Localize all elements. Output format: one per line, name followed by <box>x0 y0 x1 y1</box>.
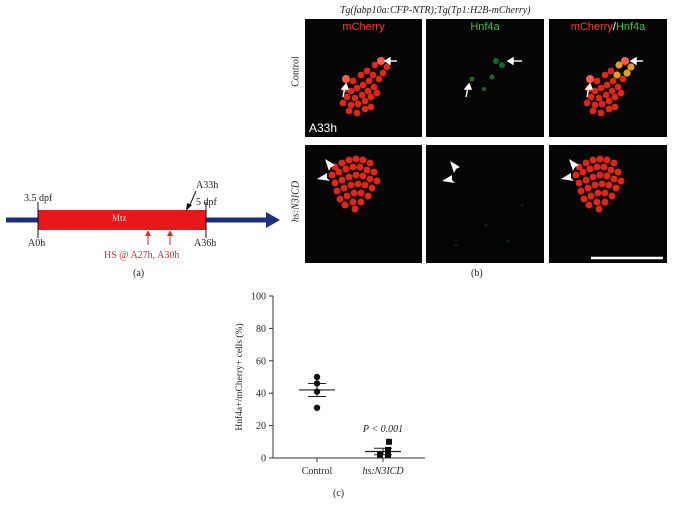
scatter-chart: 0 20 40 60 80 100 Control hs:N3ICD Hnf4a+/mCherr… <box>234 292 425 477</box>
cells-n3icd-merge <box>561 155 663 260</box>
data-point <box>385 446 391 453</box>
image-control-merge: mCherry/Hnf4a <box>549 19 667 137</box>
hs-label: HS @ A27h, A30h <box>104 250 180 261</box>
a33h-arrowhead <box>186 203 192 211</box>
y-tick-label: 0 <box>261 454 266 465</box>
hs-arrowhead-2 <box>167 230 173 236</box>
x-tick-label: hs:N3ICD <box>362 466 404 477</box>
image-n3icd-hnf4a <box>426 145 544 263</box>
x-tick-label: Control <box>302 466 333 477</box>
hs-arrowhead-1 <box>145 230 151 236</box>
timeline-arrowhead <box>266 212 280 228</box>
data-point <box>313 380 321 387</box>
col-label-merge: mCherry/Hnf4a <box>570 21 646 33</box>
panel-c-caption: (c) <box>333 488 345 499</box>
image-n3icd-merge <box>549 145 667 263</box>
image-control-hnf4a: Hnf4a <box>426 19 544 137</box>
panel-b-caption: (b) <box>471 268 483 279</box>
y-tick-label: 60 <box>256 356 266 367</box>
data-point <box>385 451 391 458</box>
data-point <box>313 404 321 411</box>
transgene-title: Tg(fabp10a:CFP-NTR);Tg(Tp1:H2B-mCherry) <box>340 5 531 16</box>
panel-a-caption: (a) <box>133 268 145 279</box>
end-dpf-label: 5 dpf <box>196 197 217 208</box>
a36h-label: A36h <box>194 238 217 249</box>
timepoint-label: A33h <box>309 121 337 135</box>
col-label-mcherry: mCherry <box>342 21 385 33</box>
a33h-label: A33h <box>196 180 219 191</box>
y-tick-label: 40 <box>256 389 266 400</box>
y-tick-label: 80 <box>256 324 266 335</box>
image-n3icd-mcherry <box>305 145 422 263</box>
row-label-control: Control <box>290 56 302 87</box>
data-point <box>313 388 321 395</box>
mtz-label: Mtz <box>112 213 127 223</box>
data-point <box>386 438 392 445</box>
a0h-label: A0h <box>28 238 46 249</box>
col-label-hnf4a: Hnf4a <box>470 21 500 33</box>
cells-control-hnf4a <box>463 56 522 98</box>
mtz-bar <box>38 210 206 230</box>
timeline-diagram <box>6 190 280 245</box>
data-point <box>313 373 321 381</box>
y-axis-label: Hnf4a+/mCherry+ cells (%) <box>234 323 245 430</box>
p-value-annotation: P < 0.001 <box>362 424 403 435</box>
cells-control-merge <box>583 56 643 117</box>
row-label-hs-n3icd: hs:N3ICD <box>290 180 302 223</box>
cells-control-mcherry: A33h <box>309 56 397 135</box>
y-tick-label: 20 <box>256 421 266 432</box>
start-dpf-label: 3.5 dpf <box>24 193 53 204</box>
y-tick-label: 100 <box>251 292 266 303</box>
image-control-mcherry: A33h mCherry <box>305 19 422 137</box>
data-point <box>377 451 383 458</box>
cells-n3icd-mcherry <box>317 155 381 213</box>
cells-n3icd-hnf4a <box>442 161 524 247</box>
